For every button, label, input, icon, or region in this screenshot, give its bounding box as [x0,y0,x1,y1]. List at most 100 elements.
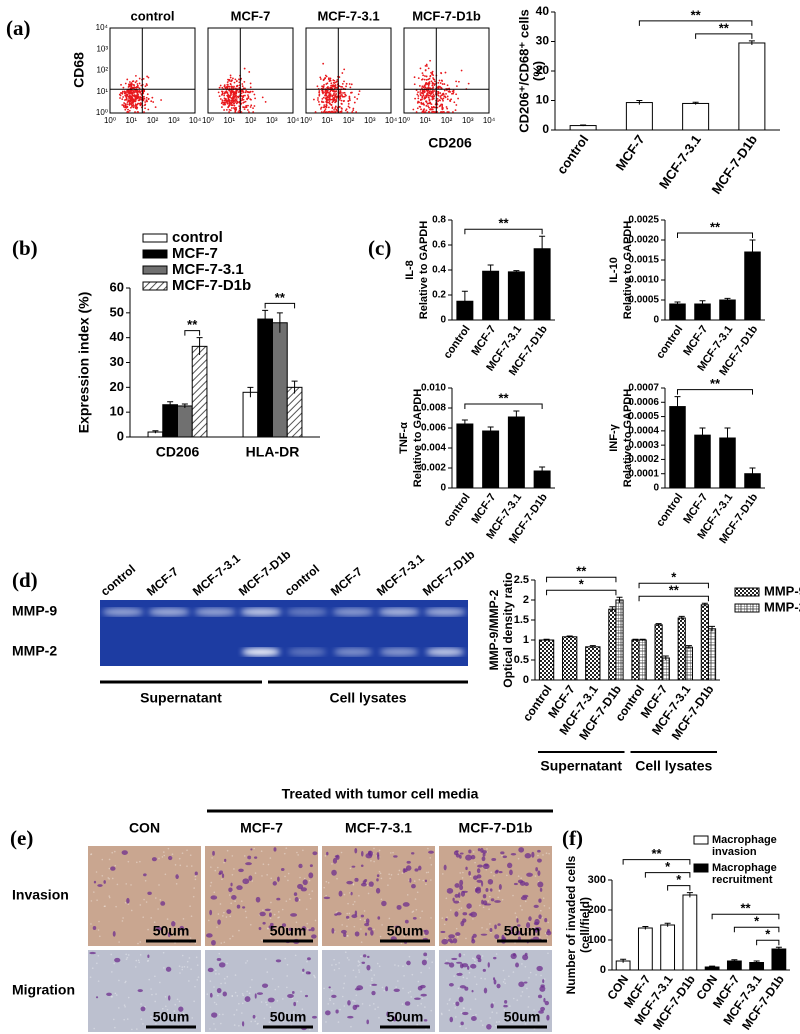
flow-event [247,97,250,99]
stained-cell [482,894,487,899]
flow-event [232,95,235,98]
texture [108,867,111,870]
flow-event [322,96,325,99]
y-tick-label: 60 [110,279,124,294]
texture [254,1020,257,1023]
texture [511,1021,513,1024]
stained-cell [267,997,275,1003]
flow-event [221,99,224,102]
flow-event [427,67,430,70]
y-tick-label: 0.2 [432,290,446,301]
flow-event [143,95,145,98]
flow-event [413,83,416,86]
texture [474,959,476,961]
flow-event [122,105,125,108]
flow-event [245,89,248,92]
stained-cell [280,868,285,872]
flow-event [234,111,237,113]
error-bar [724,427,731,448]
error-bar [685,645,692,649]
texture [269,934,272,937]
flow-event [133,90,135,93]
flow-event [339,97,342,100]
texture [215,969,217,972]
texture [347,935,349,937]
texture [234,974,237,976]
flow-event [232,77,234,80]
stained-cell [245,862,252,866]
texture [486,928,488,930]
flow-event [415,111,418,113]
stained-cell [302,968,305,972]
texture [218,973,220,975]
texture [118,979,120,982]
y-tick-label: 0.002 [421,463,446,474]
texture [101,858,104,861]
flow-event [335,108,338,111]
texture [353,925,356,928]
flow-event [321,97,324,100]
stained-cell [481,899,484,905]
stained-cell [445,918,448,921]
texture [479,904,481,907]
texture [306,960,308,963]
texture [284,957,287,960]
significance-label: * [754,914,760,929]
lane-label: MCF-7-3.1 [374,551,427,599]
scale-label: 50um [504,923,541,939]
flow-event [346,111,349,113]
flow-event [446,107,449,110]
flow-event [333,108,335,111]
texture [352,883,355,886]
flow-event [352,109,355,112]
stained-cell [537,849,541,853]
stained-cell [346,880,353,885]
flow-event [325,94,328,97]
texture [371,977,373,980]
stained-cell [210,895,218,900]
flow-event [330,111,333,113]
stained-cell [294,896,299,902]
stained-cell [293,1001,297,1007]
texture [255,1017,257,1019]
texture [162,851,165,853]
stained-cell [490,898,495,902]
stained-cell [453,900,460,904]
texture [508,975,510,978]
texture [387,884,389,886]
flow-event [334,84,337,87]
texture [193,1000,195,1003]
flow-event [427,105,429,108]
texture [243,855,246,857]
flow-event [249,106,252,108]
texture [104,905,106,908]
flow-event [324,94,326,97]
flow-event [319,78,322,80]
stained-cell [103,880,106,884]
flow-event [430,80,433,83]
stained-cell [498,870,503,874]
flow-event [242,98,245,101]
flow-event [323,78,326,81]
flow-event [130,98,132,101]
flow-event [424,65,427,67]
y-axis-label: CD206⁺/CD68⁺ cells [516,9,531,133]
flow-event [426,65,428,67]
flow-event [143,111,145,113]
flow-event [440,97,443,100]
stained-cell [470,854,476,860]
flow-event [445,92,447,95]
flow-event [122,86,125,89]
flow-event [419,91,422,93]
texture [445,959,448,962]
x-tick-label: control [441,492,472,529]
texture [216,926,218,928]
significance-label: ** [498,390,509,405]
stained-cell [106,992,112,996]
texture [95,871,98,873]
texture [248,992,251,995]
bar [638,639,647,681]
error-bar [699,427,706,443]
y-tick-label: 100 [588,934,606,946]
flow-event [342,92,344,94]
